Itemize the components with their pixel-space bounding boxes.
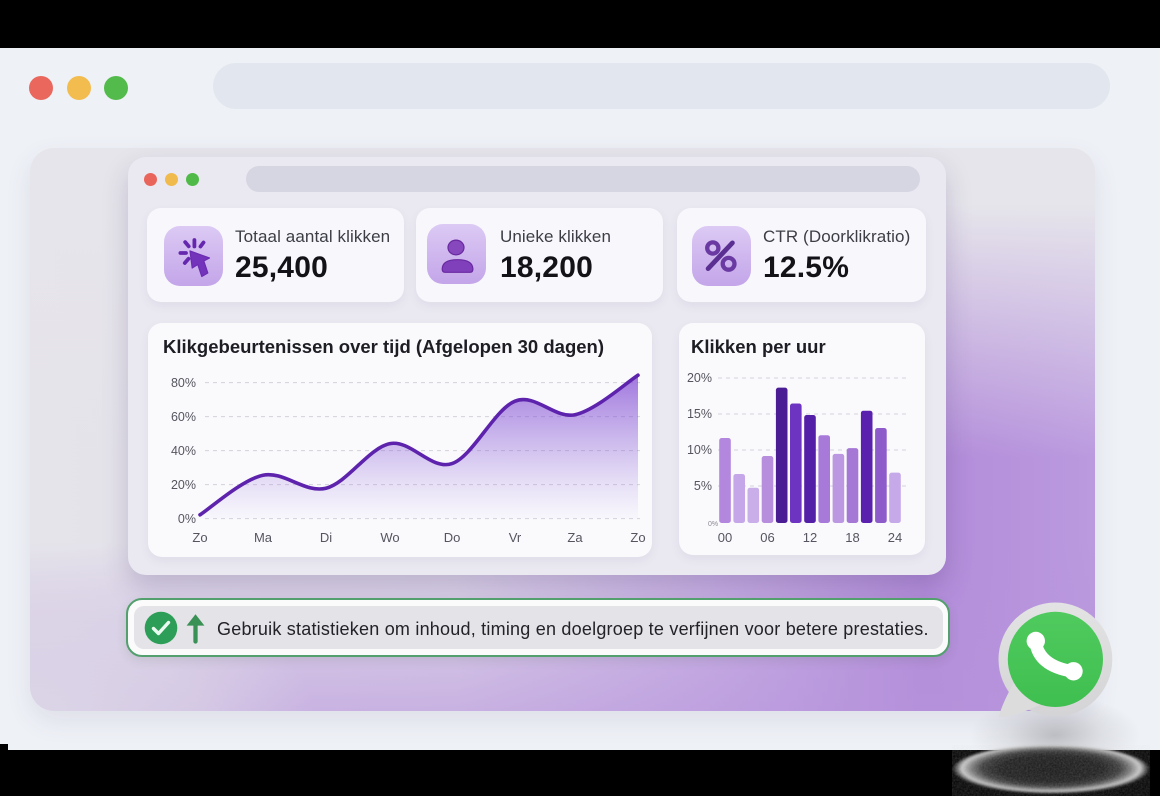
svg-text:80%: 80% [171,376,196,390]
svg-text:20%: 20% [171,478,196,492]
svg-text:15%: 15% [687,407,712,421]
svg-text:06: 06 [760,530,774,545]
svg-text:00: 00 [718,530,732,545]
svg-text:Zo: Zo [630,530,645,545]
svg-text:0%: 0% [708,521,718,528]
svg-text:Vr: Vr [509,530,522,545]
svg-text:20%: 20% [687,371,712,385]
svg-text:10%: 10% [687,443,712,457]
svg-text:5%: 5% [694,479,712,493]
svg-text:40%: 40% [171,444,196,458]
svg-text:Di: Di [320,530,332,545]
svg-text:Wo: Wo [380,530,399,545]
svg-text:12: 12 [803,530,817,545]
svg-text:Ma: Ma [254,530,273,545]
svg-text:Za: Za [567,530,583,545]
svg-text:Do: Do [444,530,461,545]
svg-text:60%: 60% [171,410,196,424]
svg-text:0%: 0% [178,512,196,526]
svg-text:Zo: Zo [192,530,207,545]
svg-text:24: 24 [888,530,902,545]
svg-text:18: 18 [845,530,859,545]
